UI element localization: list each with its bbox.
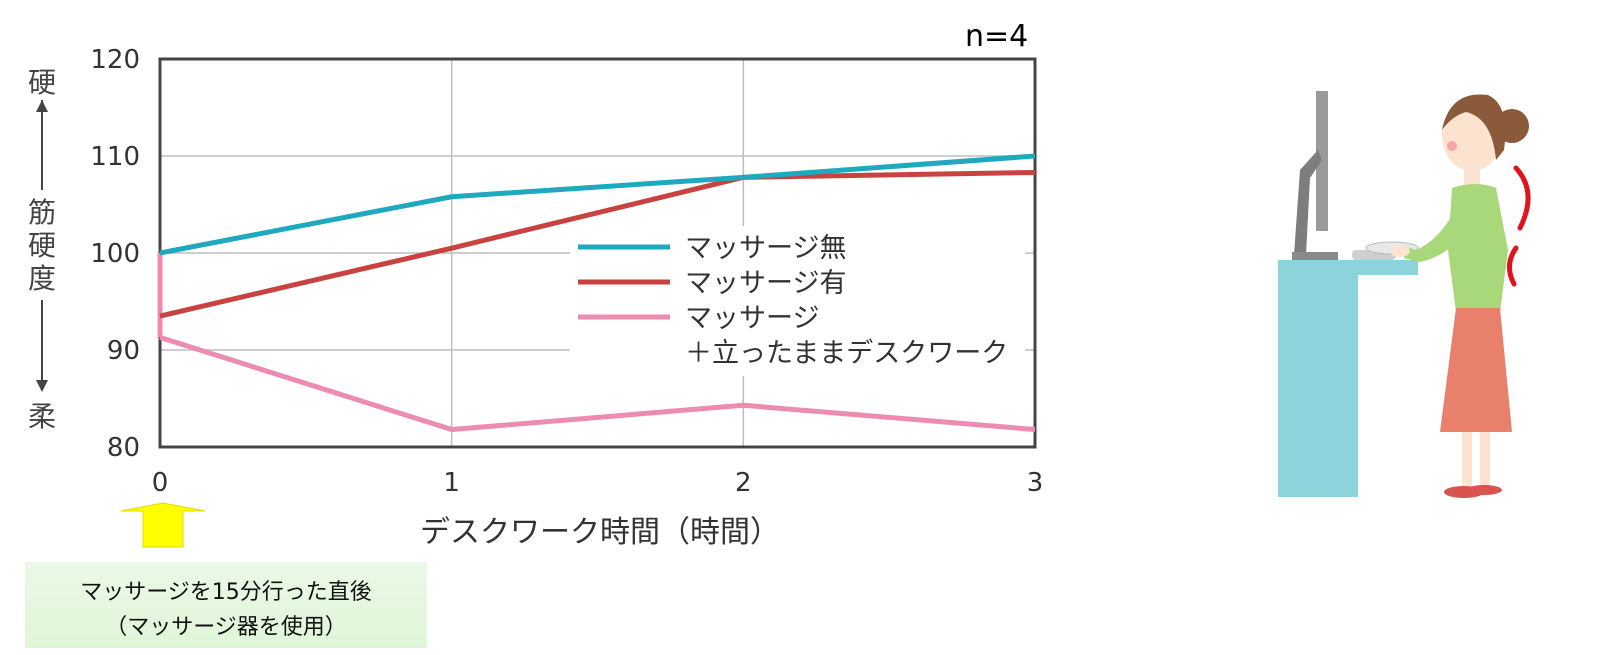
up-arrow-icon bbox=[120, 502, 206, 548]
series-line-massage-standing bbox=[159, 335, 1036, 433]
y-label-hardness: 硬 bbox=[28, 229, 56, 262]
posture-arc-upper-icon bbox=[1513, 165, 1531, 231]
legend: マッサージ無 マッサージ有 マッサージ ＋立ったままデスクワーク bbox=[570, 226, 1025, 376]
legend-label-massage-standing-2: ＋立ったままデスクワーク bbox=[685, 338, 1008, 369]
arrow-up-icon bbox=[36, 100, 48, 112]
y-axis-title: 硬 筋 硬 度 柔 bbox=[28, 66, 56, 433]
y-label-hard: 硬 bbox=[28, 66, 56, 99]
y-tick-label: 80 bbox=[107, 433, 140, 463]
caption-line-2: （マッサージ器を使用） bbox=[105, 615, 347, 640]
y-tick-label: 90 bbox=[107, 336, 140, 366]
blouse-icon bbox=[1448, 184, 1508, 312]
caption-box: マッサージを15分行った直後 （マッサージ器を使用） bbox=[25, 562, 427, 648]
x-tick-labels: 0 1 2 3 bbox=[152, 468, 1044, 498]
arm-icon bbox=[1404, 205, 1474, 262]
legend-label-no-massage: マッサージ無 bbox=[685, 233, 846, 264]
legend-label-massage-standing-1: マッサージ bbox=[685, 303, 819, 334]
arrow-down-icon bbox=[36, 380, 48, 392]
x-tick-label: 1 bbox=[443, 468, 460, 498]
shoe-icon bbox=[1466, 485, 1502, 495]
caption-line-1: マッサージを15分行った直後 bbox=[80, 580, 372, 605]
desk-top-icon bbox=[1278, 260, 1418, 275]
x-tick-label: 0 bbox=[152, 468, 169, 498]
hair-icon bbox=[1442, 94, 1506, 160]
y-label-degree: 度 bbox=[28, 262, 56, 295]
x-tick-label: 2 bbox=[735, 468, 752, 498]
y-tick-labels: 80 90 100 110 120 bbox=[90, 45, 140, 463]
series-line-no-massage bbox=[159, 153, 1036, 256]
y-label-soft: 柔 bbox=[28, 400, 56, 433]
posture-arc-lower-icon bbox=[1507, 245, 1519, 287]
monitor-icon bbox=[1316, 91, 1328, 231]
y-tick-label: 100 bbox=[90, 239, 140, 269]
sample-size-annotation: n=4 bbox=[965, 19, 1028, 54]
y-tick-label: 120 bbox=[90, 45, 140, 75]
x-tick-label: 3 bbox=[1027, 468, 1044, 498]
standing-desk-woman-icon bbox=[1278, 91, 1531, 498]
series-lines bbox=[157, 153, 1036, 433]
series-line-massage bbox=[159, 169, 1036, 319]
x-axis-title: デスクワーク時間（時間） bbox=[420, 515, 780, 550]
y-label-muscle: 筋 bbox=[28, 196, 56, 229]
y-tick-label: 110 bbox=[90, 142, 140, 172]
legend-label-massage: マッサージ有 bbox=[685, 268, 846, 299]
legend-background bbox=[570, 226, 1025, 376]
skirt-icon bbox=[1440, 308, 1512, 432]
monitor-stand-icon bbox=[1294, 150, 1322, 255]
desk-body-icon bbox=[1278, 275, 1358, 497]
